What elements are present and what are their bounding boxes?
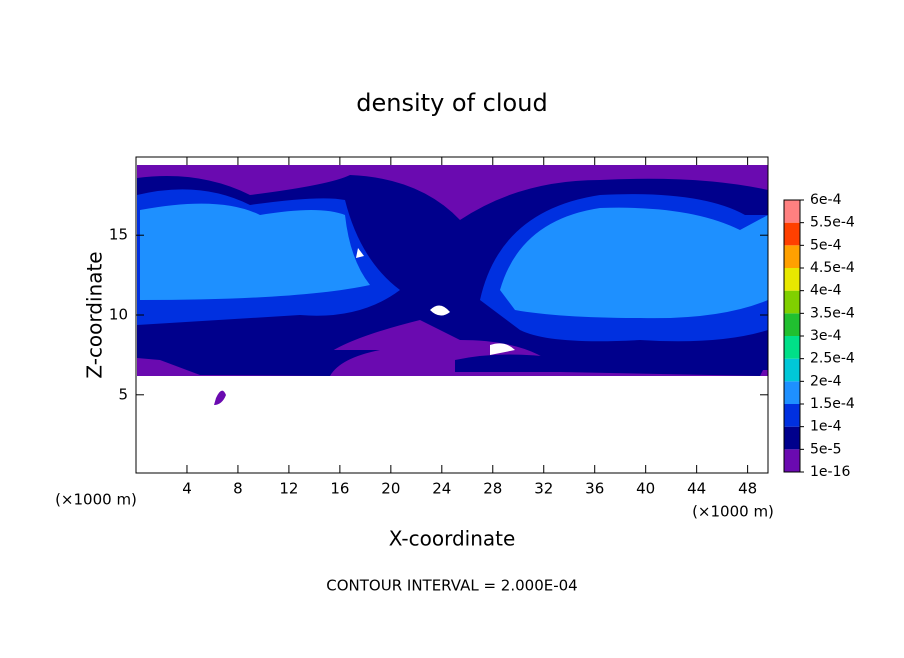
colorbar-band	[784, 200, 800, 223]
colorbar-label: 3e-4	[810, 328, 842, 344]
chart-title: density of cloud	[356, 89, 547, 117]
colorbar-band	[784, 358, 800, 382]
colorbar-band	[784, 449, 800, 472]
colorbar-label: 1.5e-4	[810, 396, 855, 412]
field-lightblue	[140, 203, 768, 319]
x-tick-label: 36	[585, 480, 604, 498]
colorbar-label: 6e-4	[810, 192, 842, 208]
y-tick-label: 15	[109, 226, 128, 244]
colorbar-band	[784, 313, 800, 336]
y-axis-label: Z-coordinate	[83, 251, 107, 378]
field-bottom	[137, 350, 768, 376]
x-tick-label: 8	[233, 480, 243, 498]
y-tick-label: 10	[109, 306, 128, 324]
colorbar-label: 1e-4	[810, 419, 842, 435]
colorbar-label: 5e-4	[810, 237, 842, 253]
annotation: CONTOUR INTERVAL = 2.000E-04	[326, 577, 577, 595]
x-axis-label: X-coordinate	[389, 527, 516, 551]
colorbar-band	[784, 426, 800, 450]
y-tick-label: 5	[118, 385, 128, 403]
x-tick-label: 20	[381, 480, 400, 498]
colorbar-label: 5e-5	[810, 441, 841, 457]
colorbar-label: 3.5e-4	[810, 305, 855, 321]
colorbar-band	[784, 222, 800, 246]
colorbar-label: 2e-4	[810, 373, 842, 389]
x-tick-label: 24	[432, 480, 451, 498]
x-unit-label: (×1000 m)	[692, 503, 774, 521]
colorbar-band	[784, 381, 800, 404]
colorbar-label: 1e-16	[810, 464, 850, 480]
colorbar-band	[784, 404, 800, 427]
x-tick-label: 12	[279, 480, 298, 498]
field-holes	[356, 248, 515, 355]
x-tick-label: 16	[330, 480, 349, 498]
contour-field	[137, 165, 768, 405]
x-tick-label: 48	[738, 480, 757, 498]
colorbar-label: 4.5e-4	[810, 260, 855, 276]
x-tick-label: 40	[636, 480, 655, 498]
x-tick-label: 44	[687, 480, 706, 498]
colorbar-band	[784, 336, 800, 359]
y-unit-label: (×1000 m)	[55, 491, 137, 509]
colorbar-band	[784, 245, 800, 268]
x-tick-label: 28	[483, 480, 502, 498]
field-blob	[214, 390, 226, 405]
colorbar-label: 2.5e-4	[810, 351, 855, 367]
colorbar-band	[784, 290, 800, 314]
colorbar-label: 5.5e-4	[810, 215, 855, 231]
x-tick-label: 4	[182, 480, 192, 498]
x-tick-label: 32	[534, 480, 553, 498]
colorbar-label: 4e-4	[810, 283, 842, 299]
colorbar-band	[784, 268, 800, 291]
